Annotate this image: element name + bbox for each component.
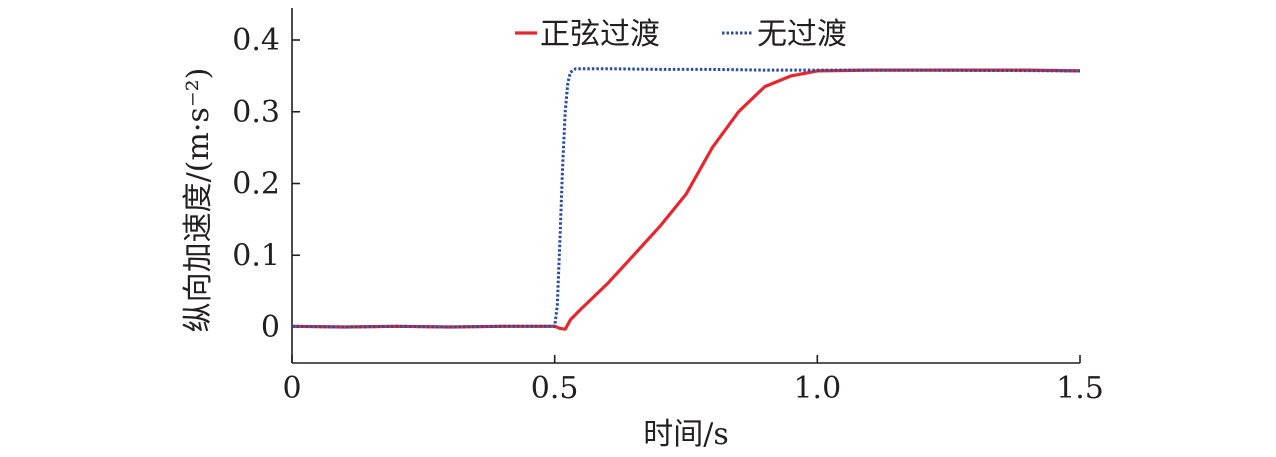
- y-tick-label: 0: [261, 310, 280, 345]
- series-line-1: [291, 68, 1081, 331]
- series-line-2: [291, 67, 1081, 329]
- x-tick-label: 1.5: [1056, 371, 1104, 406]
- x-tick-label: 1.0: [793, 371, 841, 406]
- y-tick-label: 0.1: [232, 238, 280, 273]
- legend-label-2: 无过渡: [757, 17, 847, 52]
- y-ticks: 0 0.1 0.2 0.3 0.4: [232, 23, 300, 345]
- y-tick-label: 0.3: [232, 95, 280, 130]
- x-axis-label: 时间/s: [643, 417, 729, 452]
- x-tick-label: 0.5: [531, 371, 579, 406]
- series-layer: [291, 67, 1081, 331]
- legend-label-1: 正弦过渡: [540, 17, 660, 52]
- axes: [291, 8, 1080, 364]
- y-axis-label: 纵向加速度/(m·s⁻²): [181, 68, 216, 333]
- y-tick-label: 0.2: [232, 167, 280, 202]
- y-tick-label: 0.4: [232, 23, 280, 58]
- legend: 正弦过渡 无过渡: [515, 17, 847, 52]
- x-ticks: 0 0.5 1.0 1.5: [282, 355, 1104, 406]
- x-tick-label: 0: [282, 371, 301, 406]
